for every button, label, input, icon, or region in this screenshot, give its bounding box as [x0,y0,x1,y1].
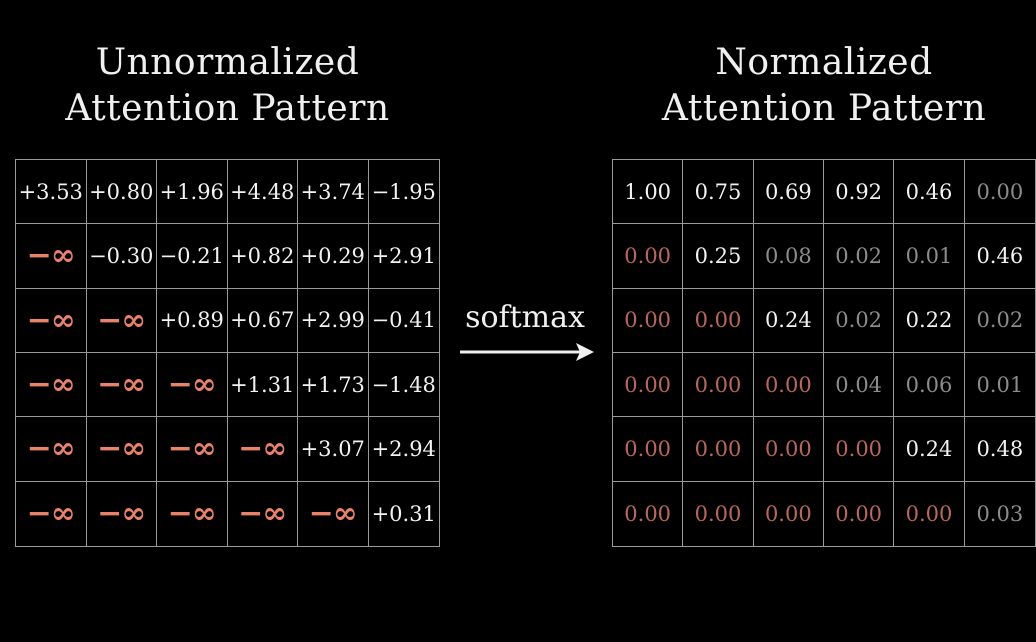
unnormalized-cell: +2.94 [368,417,439,482]
unnormalized-cell: +1.31 [227,353,298,418]
normalized-title: Normalized Attention Pattern [612,40,1036,132]
normalized-cell: 0.69 [753,160,824,225]
unnormalized-cell: −∞ [16,481,87,546]
right-arrow-icon [460,343,594,361]
unnormalized-matrix: +3.53 +0.80 +1.96 +4.48 +3.74 −1.95 −∞ −0.30 −0.… [15,159,440,547]
normalized-cell: 0.24 [753,288,824,353]
normalized-cell: 0.00 [754,481,824,546]
normalized-cell: 0.75 [683,160,754,225]
unnormalized-cell: +0.82 [227,224,298,289]
normalized-title-line1: Normalized [715,42,933,83]
normalized-cell: 0.00 [683,353,754,418]
normalized-cell: 0.46 [964,224,1035,289]
unnormalized-cell: −∞ [227,417,298,482]
unnormalized-cell: +2.99 [298,288,369,353]
unnormalized-cell: +1.96 [157,160,228,225]
unnormalized-title: Unnormalized Attention Pattern [15,40,440,132]
normalized-cell: 0.00 [683,288,754,353]
normalized-cell: 0.00 [613,481,684,546]
normalized-cell: 1.00 [613,160,684,225]
normalized-cell: 0.00 [613,353,684,418]
normalized-cell: 0.25 [683,224,754,289]
unnormalized-title-line1: Unnormalized [95,42,360,83]
normalized-cell: 0.04 [824,353,895,418]
unnormalized-cell: −∞ [87,481,157,546]
normalized-cell: 0.00 [613,288,684,353]
unnormalized-cell: −∞ [16,417,87,482]
normalized-cell: 0.48 [964,417,1035,482]
unnormalized-cell: +0.67 [227,288,298,353]
softmax-label: softmax [465,300,585,335]
normalized-cell: 0.02 [824,288,895,353]
unnormalized-cell: −∞ [157,417,228,482]
unnormalized-cell: −∞ [86,288,157,353]
unnormalized-cell: −∞ [16,224,87,289]
normalized-cell: 0.00 [613,417,684,482]
normalized-cell: 0.22 [894,288,965,353]
unnormalized-cell: +0.80 [86,160,157,225]
unnormalized-cell: −∞ [16,353,87,418]
normalized-cell: 0.06 [894,353,965,418]
unnormalized-title-line2: Attention Pattern [65,88,390,129]
unnormalized-cell: +3.53 [16,160,87,225]
unnormalized-cell: +4.48 [227,160,298,225]
unnormalized-cell: +3.74 [298,160,369,225]
unnormalized-cell: −0.41 [368,289,439,353]
unnormalized-cell: +3.07 [298,417,369,482]
unnormalized-cell: −∞ [16,288,87,353]
unnormalized-cell: −∞ [157,481,228,546]
normalized-cell: 0.01 [964,353,1035,418]
normalized-cell: 0.00 [683,417,754,482]
normalized-title-line2: Attention Pattern [661,88,987,129]
normalized-cell: 0.46 [894,160,965,225]
normalized-cell: 0.02 [824,224,895,289]
unnormalized-cell: −∞ [157,353,228,418]
normalized-matrix: 1.00 0.75 0.69 0.92 0.46 0.00 0.00 0.25 0.08 0.02… [612,159,1036,547]
normalized-cell: 0.08 [753,224,824,289]
unnormalized-cell: +1.73 [298,353,369,418]
unnormalized-cell: −1.48 [368,353,439,418]
normalized-cell: 0.02 [964,289,1035,353]
normalized-cell: 0.00 [683,481,754,546]
normalized-cell: 0.01 [894,224,965,289]
unnormalized-cell: −0.30 [86,224,157,289]
unnormalized-cell: −∞ [298,481,369,546]
unnormalized-cell: −0.21 [157,224,228,289]
unnormalized-cell: −∞ [86,353,157,418]
normalized-cell: 0.00 [894,481,965,546]
unnormalized-cell: +0.89 [157,288,228,353]
normalized-cell: 0.00 [824,481,895,546]
unnormalized-cell: −∞ [228,481,298,546]
normalized-cell: 0.92 [824,160,895,225]
normalized-cell: 0.00 [964,160,1035,225]
unnormalized-cell: +0.29 [298,224,369,289]
normalized-cell: 0.00 [824,417,895,482]
unnormalized-cell: +0.31 [371,501,436,526]
normalized-cell: 0.00 [613,224,684,289]
normalized-cell: 0.03 [976,501,1024,526]
unnormalized-cell: −1.95 [368,160,439,225]
normalized-cell: 0.24 [894,417,965,482]
unnormalized-cell: −∞ [86,417,157,482]
unnormalized-cell: +2.91 [368,224,439,289]
normalized-cell: 0.00 [753,417,824,482]
normalized-cell: 0.00 [753,353,824,418]
